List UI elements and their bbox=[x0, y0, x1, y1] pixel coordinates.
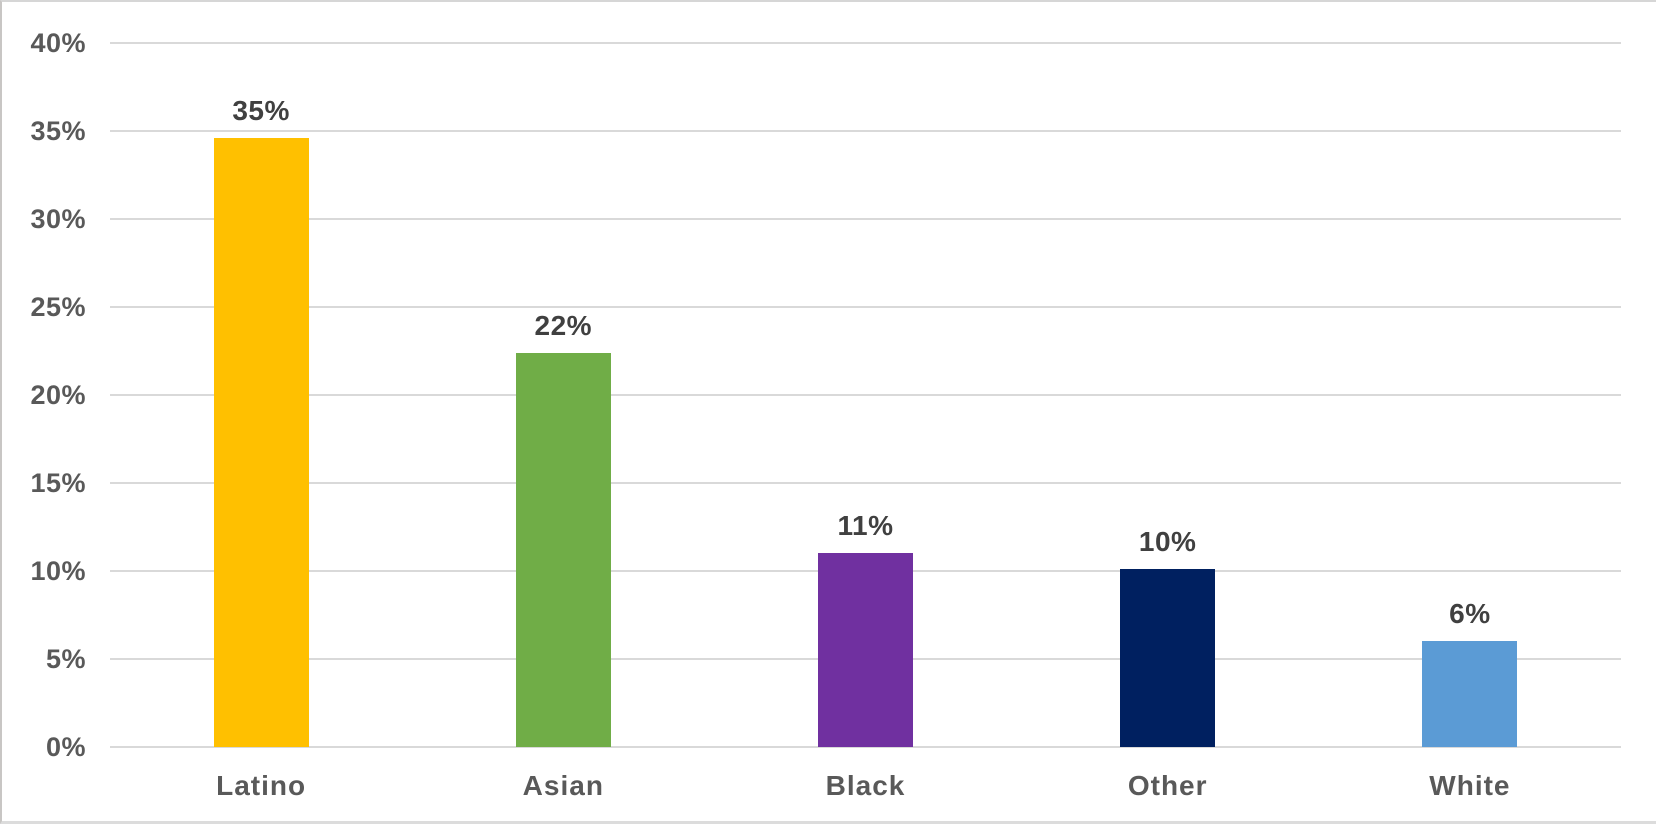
bar-latino bbox=[213, 138, 309, 747]
x-category-label: Other bbox=[1127, 770, 1208, 801]
gridline bbox=[110, 394, 1621, 396]
x-category-label: Latino bbox=[216, 770, 307, 801]
x-category-label: Black bbox=[825, 770, 906, 801]
gridline bbox=[110, 482, 1621, 484]
y-tick-label: 0% bbox=[45, 732, 86, 762]
y-tick-label: 30% bbox=[30, 204, 86, 234]
bar-black bbox=[818, 553, 913, 747]
gridline bbox=[110, 218, 1621, 220]
bar-value-label: 6% bbox=[1449, 598, 1491, 630]
y-tick-label: 5% bbox=[45, 644, 86, 674]
gridline bbox=[110, 42, 1621, 44]
gridline bbox=[110, 746, 1621, 748]
x-category-label: Asian bbox=[522, 770, 604, 801]
bar-value-label: 35% bbox=[232, 95, 290, 127]
gridline bbox=[110, 130, 1621, 132]
y-tick-label: 10% bbox=[30, 556, 86, 586]
y-tick-label: 15% bbox=[30, 468, 86, 498]
bar-value-label: 10% bbox=[1138, 526, 1197, 558]
x-category-label: White bbox=[1429, 770, 1511, 801]
y-tick-label: 35% bbox=[30, 116, 86, 146]
y-tick-label: 25% bbox=[30, 292, 86, 322]
gridline bbox=[110, 306, 1621, 308]
bar-other bbox=[1120, 569, 1216, 747]
bar-value-label: 11% bbox=[837, 510, 894, 542]
bar-white bbox=[1422, 641, 1518, 747]
bar-value-label: 22% bbox=[534, 309, 593, 341]
y-tick-label: 20% bbox=[30, 380, 86, 410]
bar-asian bbox=[515, 352, 611, 747]
y-tick-label: 40% bbox=[30, 28, 86, 58]
